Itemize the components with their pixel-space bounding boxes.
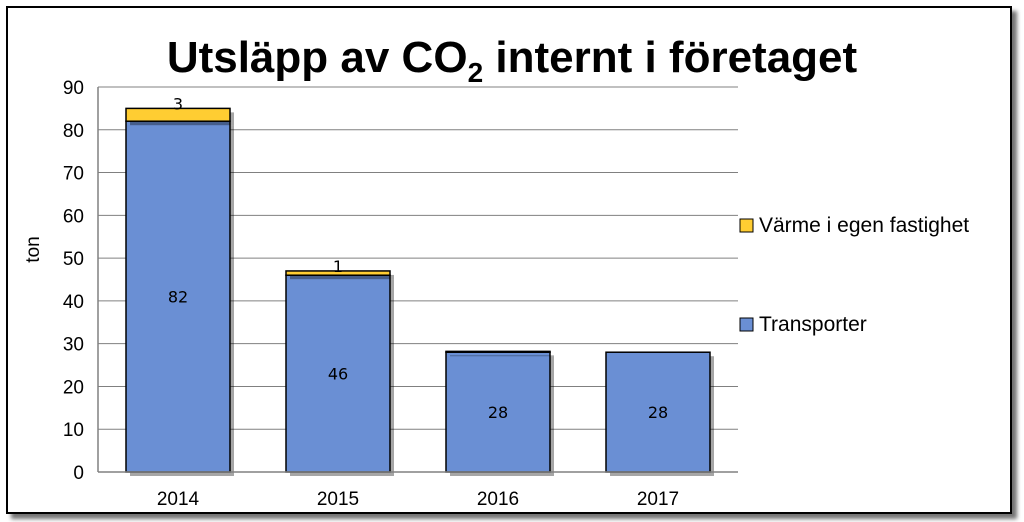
legend-label: Värme i egen fastighet [759, 214, 969, 237]
data-label: 28 [648, 403, 668, 422]
y-tick-label: 80 [63, 121, 84, 142]
data-labels: 82 3 46 1 28 28 [168, 94, 668, 422]
legend-swatch [739, 317, 754, 332]
x-tick-label: 2017 [637, 489, 679, 510]
data-label: 28 [488, 403, 508, 422]
y-tick-label: 60 [63, 206, 84, 227]
y-tick-label: 20 [63, 377, 84, 398]
chart-frame: Utsläpp av CO2 internt i företaget ton 0… [6, 6, 1012, 514]
y-tick-labels: 0 10 20 30 40 50 60 70 80 90 [63, 78, 84, 484]
bars [125, 107, 714, 476]
data-label: 1 [333, 257, 343, 276]
data-label: 3 [173, 94, 183, 113]
x-tick-label: 2015 [317, 489, 359, 510]
bar-varme-2014 [125, 107, 231, 122]
legend: Transporter Värme i egen fastighet [739, 214, 969, 336]
bar-shadow [450, 355, 554, 357]
y-tick-label: 70 [63, 164, 84, 185]
y-axis-label: ton [23, 236, 44, 262]
data-label: 82 [168, 288, 188, 307]
y-tick-label: 0 [73, 463, 84, 484]
x-tick-label: 2014 [157, 489, 200, 510]
x-tick-label: 2016 [477, 489, 519, 510]
bar-transporter-2014 [125, 120, 231, 473]
y-tick-label: 10 [63, 420, 84, 441]
bar-shadow [290, 274, 394, 280]
legend-swatch [739, 218, 754, 233]
legend-label: Transporter [759, 313, 867, 336]
data-label: 46 [328, 365, 348, 384]
y-tick-label: 30 [63, 335, 84, 356]
y-tick-label: 40 [63, 292, 84, 313]
bar-varme-2015 [285, 270, 391, 276]
bar-transporter-2015 [285, 274, 391, 473]
chart-svg: Utsläpp av CO2 internt i företaget ton 0… [23, 33, 969, 510]
y-tick-label: 90 [63, 78, 84, 99]
bar-varme-2016 [445, 350, 551, 353]
y-tick-label: 50 [63, 249, 84, 270]
bar-transporter-2016 [445, 351, 551, 473]
chart-title: Utsläpp av CO2 internt i företaget [167, 33, 858, 88]
x-tick-labels: 2014 2015 2016 2017 [157, 489, 679, 510]
